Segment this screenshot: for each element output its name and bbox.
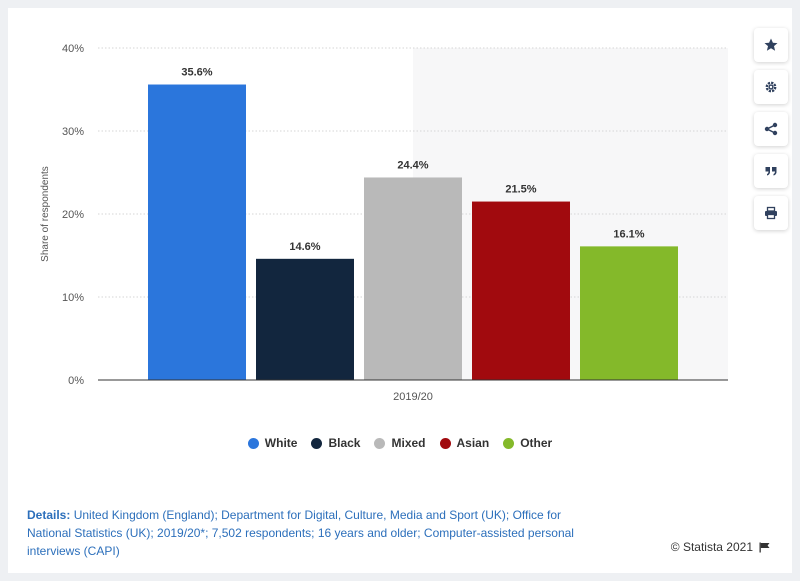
y-axis-label: Share of respondents (40, 166, 51, 262)
flag-icon (759, 542, 770, 552)
x-axis-category-label: 2019/20 (393, 391, 433, 403)
favorite-button[interactable] (754, 28, 788, 62)
star-icon (764, 38, 778, 51)
print-button[interactable] (754, 196, 788, 230)
details-text: United Kingdom (England); Department for… (27, 508, 574, 558)
y-axis-ticks: 0% 10% 20% 30% 40% (62, 43, 84, 387)
legend-swatch (374, 437, 386, 449)
y-tick-label: 0% (68, 375, 84, 387)
legend-item-black[interactable]: Black (311, 436, 360, 450)
legend-swatch (311, 437, 323, 449)
bar-other[interactable] (580, 246, 678, 380)
source-details: Details: United Kingdom (England); Depar… (27, 506, 587, 560)
settings-button[interactable] (754, 70, 788, 104)
data-label-black: 14.6% (289, 241, 320, 253)
chart-legend: White Black Mixed Asian Other (8, 436, 792, 450)
legend-swatch (503, 437, 515, 449)
legend-item-asian[interactable]: Asian (439, 436, 490, 450)
data-label-other: 16.1% (613, 228, 644, 240)
bar-mixed[interactable] (364, 177, 462, 380)
legend-label: Asian (456, 436, 490, 450)
y-tick-label: 40% (62, 43, 84, 55)
legend-item-other[interactable]: Other (503, 436, 552, 450)
share-icon (764, 122, 778, 136)
bars: 35.6% 14.6% 24.4% 21.5% 16.1% (148, 67, 678, 381)
print-icon (765, 206, 777, 220)
share-button[interactable] (754, 112, 788, 146)
legend-label: Mixed (391, 436, 426, 450)
bar-black[interactable] (256, 258, 354, 380)
statista-credit[interactable]: © Statista 2021 (671, 540, 770, 554)
bar-white[interactable] (148, 84, 246, 381)
details-prefix: Details: (27, 508, 71, 522)
chart-card: 0% 10% 20% 30% 40% Share of respondents 35.6… (8, 8, 792, 573)
bar-chart: 0% 10% 20% 30% 40% Share of respondents 35.6… (40, 43, 728, 403)
gear-icon (765, 81, 777, 93)
data-label-mixed: 24.4% (397, 159, 428, 171)
legend-label: White (264, 436, 298, 450)
legend-label: Black (328, 436, 361, 450)
cite-button[interactable] (754, 154, 788, 188)
y-tick-label: 30% (62, 126, 84, 138)
credit-text: © Statista 2021 (670, 540, 753, 554)
data-label-asian: 21.5% (505, 184, 536, 196)
data-label-white: 35.6% (181, 67, 212, 79)
legend-item-mixed[interactable]: Mixed (374, 436, 426, 450)
y-tick-label: 20% (62, 209, 84, 221)
y-tick-label: 10% (62, 292, 84, 304)
bar-asian[interactable] (472, 201, 570, 380)
chart-toolbar (754, 28, 790, 238)
quote-icon (765, 167, 777, 176)
legend-label: Other (520, 436, 553, 450)
legend-swatch (439, 437, 451, 449)
legend-swatch (247, 437, 259, 449)
legend-item-white[interactable]: White (247, 436, 298, 450)
